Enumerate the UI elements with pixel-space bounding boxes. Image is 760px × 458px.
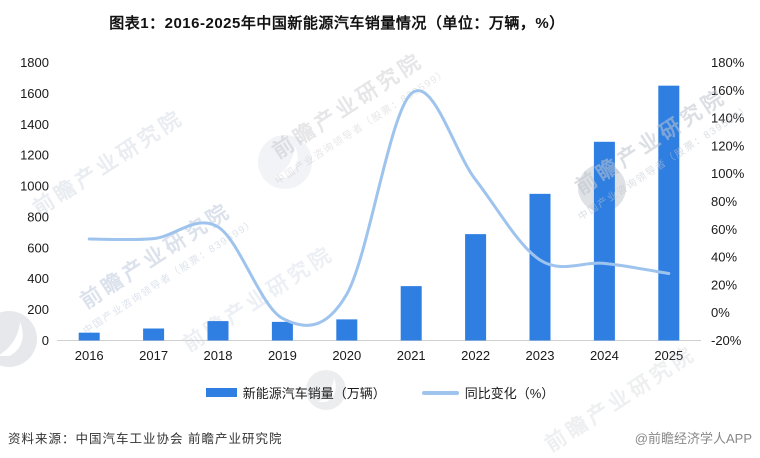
right-axis-tick: 20% bbox=[711, 277, 737, 292]
yoy-line bbox=[87, 89, 671, 327]
x-axis-label-2016: 2016 bbox=[75, 348, 104, 363]
line-series-swatch bbox=[421, 390, 459, 395]
x-axis-label-2021: 2021 bbox=[397, 348, 426, 363]
legend-label-sales: 新能源汽车销量（万辆） bbox=[242, 386, 386, 401]
left-axis-tick: 0 bbox=[42, 333, 49, 348]
right-axis-tick: 60% bbox=[711, 222, 737, 237]
x-axis-label-2024: 2024 bbox=[590, 348, 619, 363]
footer: 资料来源：中国汽车工业协会 前瞻产业研究院 @前瞻经济学人APP bbox=[8, 428, 752, 447]
x-axis-label-2017: 2017 bbox=[139, 348, 168, 363]
credit-note: @前瞻经济学人APP bbox=[634, 431, 752, 446]
bar-2025 bbox=[658, 85, 680, 341]
left-axis-tick: 400 bbox=[27, 271, 49, 286]
bar-2019 bbox=[271, 321, 293, 341]
right-axis-tick: 120% bbox=[711, 138, 745, 153]
x-axis-label-2022: 2022 bbox=[461, 348, 490, 363]
chart-title: 图表1：2016-2025年中国新能源汽车销量情况（单位：万辆，%） bbox=[109, 15, 565, 32]
x-axis-label-2025: 2025 bbox=[654, 348, 683, 363]
x-axis-label-2019: 2019 bbox=[268, 348, 297, 363]
left-axis-tick: 800 bbox=[27, 209, 49, 224]
right-axis-tick: 140% bbox=[711, 111, 745, 126]
left-axis-tick: 200 bbox=[27, 302, 49, 317]
right-axis-tick: 0% bbox=[711, 305, 730, 320]
right-axis-tick: 180% bbox=[711, 55, 745, 70]
right-axis-tick: 40% bbox=[711, 250, 737, 265]
bar-2016 bbox=[78, 332, 100, 341]
right-axis-tick: 160% bbox=[711, 83, 745, 98]
left-axis-tick: 1200 bbox=[20, 148, 49, 163]
bar-series-swatch bbox=[205, 388, 237, 397]
bar-2024 bbox=[593, 141, 615, 341]
left-axis-tick: 600 bbox=[27, 240, 49, 255]
bar-2017 bbox=[143, 328, 165, 341]
x-axis-label-2018: 2018 bbox=[204, 348, 233, 363]
bar-2021 bbox=[400, 286, 422, 341]
x-axis-label-2020: 2020 bbox=[332, 348, 361, 363]
right-axis-tick: -20% bbox=[711, 333, 742, 348]
right-axis-tick: 100% bbox=[711, 166, 745, 181]
right-axis-tick: 80% bbox=[711, 194, 737, 209]
left-axis-tick: 1800 bbox=[20, 55, 49, 70]
left-axis-tick: 1400 bbox=[20, 117, 49, 132]
x-axis-label-2023: 2023 bbox=[526, 348, 555, 363]
left-axis-tick: 1600 bbox=[20, 86, 49, 101]
bar-2020 bbox=[336, 319, 358, 341]
bar-2023 bbox=[529, 193, 551, 341]
legend-label-yoy: 同比变化（%） bbox=[464, 386, 555, 401]
chart-legend: 新能源汽车销量（万辆） 同比变化（%） bbox=[0, 383, 760, 402]
source-note: 资料来源：中国汽车工业协会 前瞻产业研究院 bbox=[8, 432, 283, 446]
bar-2018 bbox=[207, 321, 229, 341]
legend-item-yoy: 同比变化（%） bbox=[421, 383, 555, 402]
legend-item-sales: 新能源汽车销量（万辆） bbox=[205, 383, 386, 402]
bar-2022 bbox=[465, 234, 487, 341]
chart-canvas: 0 200 400 600 800 1000 1200 1400 1600 1800 -20% 0% 2… bbox=[20, 55, 745, 363]
left-axis-tick: 1000 bbox=[20, 179, 49, 194]
